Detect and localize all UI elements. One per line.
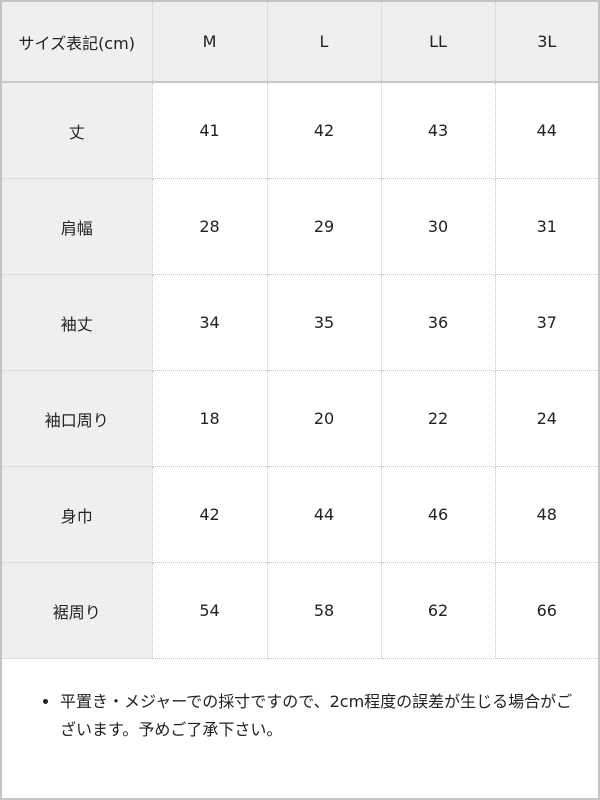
value-cell: 54 bbox=[152, 562, 268, 659]
value-cell: 44 bbox=[495, 82, 598, 179]
value-cell: 36 bbox=[381, 274, 496, 371]
header-cell: サイズ表記(cm) bbox=[2, 2, 153, 83]
row-label: 袖口周り bbox=[2, 370, 153, 467]
note-item: 平置き・メジャーでの採寸ですので、2cm程度の誤差が生じる場合がございます。予め… bbox=[60, 688, 582, 744]
value-cell: 35 bbox=[267, 274, 382, 371]
value-cell: 34 bbox=[152, 274, 268, 371]
size-table: サイズ表記(cm) M L LL 3L 丈 41 42 43 44 肩幅 28 29 30 31 袖… bbox=[2, 2, 598, 659]
value-cell: 42 bbox=[152, 466, 268, 563]
row-label: 丈 bbox=[2, 82, 153, 179]
value-cell: 66 bbox=[495, 562, 598, 659]
table-header-row: サイズ表記(cm) M L LL 3L bbox=[2, 2, 598, 83]
table-row: 袖丈 34 35 36 37 bbox=[2, 274, 598, 371]
value-cell: 20 bbox=[267, 370, 382, 467]
table-row: 袖口周り 18 20 22 24 bbox=[2, 370, 598, 467]
value-cell: 24 bbox=[495, 370, 598, 467]
row-label: 袖丈 bbox=[2, 274, 153, 371]
value-cell: 28 bbox=[152, 178, 268, 275]
header-cell: LL bbox=[381, 2, 496, 83]
value-cell: 31 bbox=[495, 178, 598, 275]
value-cell: 62 bbox=[381, 562, 496, 659]
value-cell: 43 bbox=[381, 82, 496, 179]
header-cell: 3L bbox=[495, 2, 598, 83]
value-cell: 42 bbox=[267, 82, 382, 179]
value-cell: 41 bbox=[152, 82, 268, 179]
value-cell: 46 bbox=[381, 466, 496, 563]
row-label: 裾周り bbox=[2, 562, 153, 659]
value-cell: 22 bbox=[381, 370, 496, 467]
value-cell: 37 bbox=[495, 274, 598, 371]
measurement-note: 平置き・メジャーでの採寸ですので、2cm程度の誤差が生じる場合がございます。予め… bbox=[42, 688, 582, 744]
row-label: 身巾 bbox=[2, 466, 153, 563]
table-row: 身巾 42 44 46 48 bbox=[2, 466, 598, 563]
table-row: 肩幅 28 29 30 31 bbox=[2, 178, 598, 275]
value-cell: 58 bbox=[267, 562, 382, 659]
value-cell: 29 bbox=[267, 178, 382, 275]
value-cell: 18 bbox=[152, 370, 268, 467]
row-label: 肩幅 bbox=[2, 178, 153, 275]
table-row: 丈 41 42 43 44 bbox=[2, 82, 598, 179]
value-cell: 44 bbox=[267, 466, 382, 563]
value-cell: 48 bbox=[495, 466, 598, 563]
header-cell: M bbox=[152, 2, 268, 83]
value-cell: 30 bbox=[381, 178, 496, 275]
header-cell: L bbox=[267, 2, 382, 83]
table-row: 裾周り 54 58 62 66 bbox=[2, 562, 598, 659]
